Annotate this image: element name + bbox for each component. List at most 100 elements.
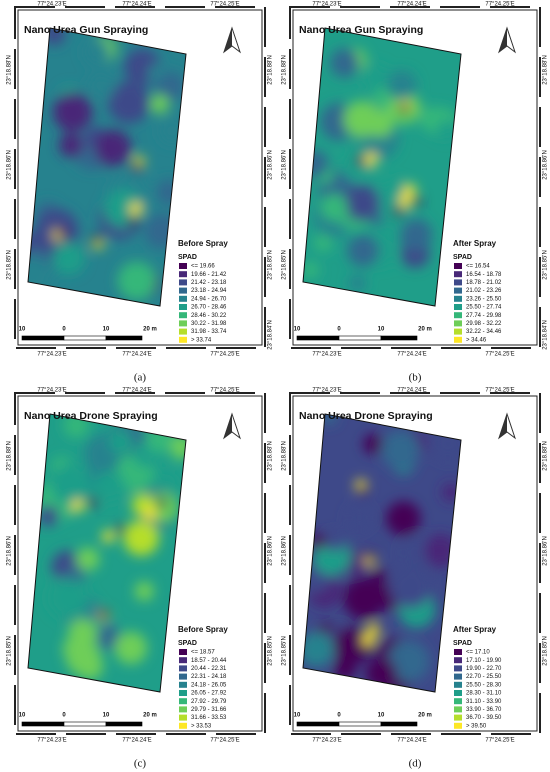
- zone: [389, 565, 432, 608]
- scale-label: 10: [294, 713, 301, 719]
- zone: [94, 129, 132, 167]
- legend-swatch: [179, 681, 187, 688]
- legend-swatch: [454, 312, 462, 319]
- scale-label: 10: [294, 327, 301, 333]
- hotspot-ring: [366, 644, 377, 655]
- zone: [47, 576, 89, 619]
- coord-label: 77°24.25'E: [485, 738, 514, 744]
- coord-label: 77°24.23'E: [312, 738, 341, 744]
- zone: [387, 70, 417, 101]
- coord-label: 77°24.24'E: [397, 2, 426, 8]
- scale-label: 0: [337, 327, 341, 333]
- coord-label: 23°18.86'N: [268, 536, 274, 566]
- hotspot-ring: [412, 196, 423, 207]
- legend-label: 22.31 - 24.18: [191, 674, 227, 680]
- zone: [430, 426, 461, 462]
- caption: (c): [134, 758, 147, 770]
- zone: [58, 132, 84, 158]
- zone: [303, 261, 319, 278]
- zone: [150, 94, 170, 114]
- legend-swatch: [454, 304, 462, 310]
- scale-label: 10: [378, 327, 385, 333]
- scale-bar: [105, 335, 143, 341]
- legend-swatch: [454, 295, 462, 302]
- map-panel: Nano Urea Gun Spraying 77°24.23'E 77°24.24…: [275, 0, 550, 386]
- map-frame: [292, 9, 538, 346]
- scale-label: 10: [103, 327, 110, 333]
- legend-swatch: [454, 320, 462, 327]
- zone: [96, 624, 122, 651]
- hotspot-ring: [87, 497, 98, 508]
- coord-label: 23°18.86'N: [282, 536, 288, 566]
- hotspot-ring: [393, 206, 404, 217]
- scale-label: 20 m: [143, 713, 157, 719]
- legend-title: After Spray: [453, 239, 497, 248]
- zone: [52, 92, 93, 132]
- legend-label: 32.22 - 34.46: [466, 329, 502, 335]
- coord-label: 77°24.24'E: [397, 738, 426, 744]
- hotspot-ring: [132, 161, 143, 172]
- legend-label: 18.78 - 21.02: [466, 280, 502, 286]
- zone: [52, 242, 86, 275]
- zone: [373, 179, 414, 219]
- legend-label: 24.94 - 26.70: [191, 296, 227, 302]
- zone: [436, 119, 457, 140]
- coord-label: 23°18.88'N: [7, 55, 13, 85]
- map-frame-outer: [14, 392, 266, 735]
- legend-label: 29.98 - 32.22: [466, 321, 502, 327]
- legend-label: 36.70 - 39.50: [466, 715, 502, 721]
- hotspot-ring: [128, 216, 139, 227]
- coord-label: 77°24.25'E: [210, 738, 239, 744]
- legend-unit: SPAD: [178, 640, 197, 647]
- hotspot: [365, 153, 378, 166]
- legend-label: <= 17.10: [466, 650, 490, 656]
- legend-label: 23.26 - 25.50: [466, 296, 502, 302]
- legend-swatch: [179, 649, 187, 655]
- zone: [38, 505, 59, 526]
- scale-bar: [21, 335, 65, 341]
- map-title: Nano Urea Gun Spraying: [24, 24, 148, 36]
- coord-label: 77°24.23'E: [37, 2, 66, 8]
- map-frame-outer: [289, 6, 541, 349]
- coord-label: 23°18.84'N: [268, 320, 274, 350]
- coord-label: 23°18.86'N: [282, 150, 288, 180]
- zone: [348, 274, 367, 292]
- legend-swatch: [179, 690, 187, 696]
- zone: [107, 81, 151, 124]
- coord-label: 77°24.25'E: [485, 388, 514, 394]
- field-outline: [27, 413, 187, 693]
- north-arrow-half: [224, 28, 232, 52]
- scale-label: 0: [62, 327, 66, 333]
- legend-label: 18.57 - 20.44: [191, 658, 227, 664]
- coord-label: 23°18.88'N: [7, 441, 13, 471]
- map-title: Nano Urea Drone Spraying: [299, 410, 433, 422]
- zone: [347, 234, 380, 267]
- zone: [343, 577, 386, 620]
- coord-label: 77°24.25'E: [210, 2, 239, 8]
- legend-swatch: [454, 690, 462, 696]
- map-title: Nano Urea Gun Spraying: [299, 24, 423, 36]
- zone: [310, 533, 327, 550]
- hotspot-ring: [115, 524, 126, 535]
- legend-label: 21.42 - 23.18: [191, 280, 227, 286]
- legend-label: 28.46 - 30.22: [191, 313, 227, 319]
- zone: [123, 520, 160, 556]
- coord-label: 77°24.25'E: [210, 388, 239, 394]
- hotspot: [102, 530, 115, 543]
- scale-bar: [338, 335, 382, 341]
- coord-label: 23°18.86'N: [7, 150, 13, 180]
- coord-label: 23°18.85'N: [543, 250, 549, 280]
- coord-label: 77°24.23'E: [37, 352, 66, 358]
- coord-label: 23°18.85'N: [543, 636, 549, 666]
- zone: [330, 48, 360, 78]
- zone: [171, 434, 186, 456]
- legend-label: 16.54 - 18.78: [466, 272, 502, 278]
- map-panel: Nano Urea Drone Spraying 77°24.23'E 77°24.…: [0, 386, 275, 772]
- zone: [35, 263, 53, 281]
- legend-title: Before Spray: [178, 625, 228, 634]
- coord-label: 77°24.24'E: [397, 352, 426, 358]
- scale-label: 10: [19, 713, 26, 719]
- legend-swatch: [179, 673, 187, 680]
- zone: [108, 429, 134, 455]
- field: [303, 28, 461, 306]
